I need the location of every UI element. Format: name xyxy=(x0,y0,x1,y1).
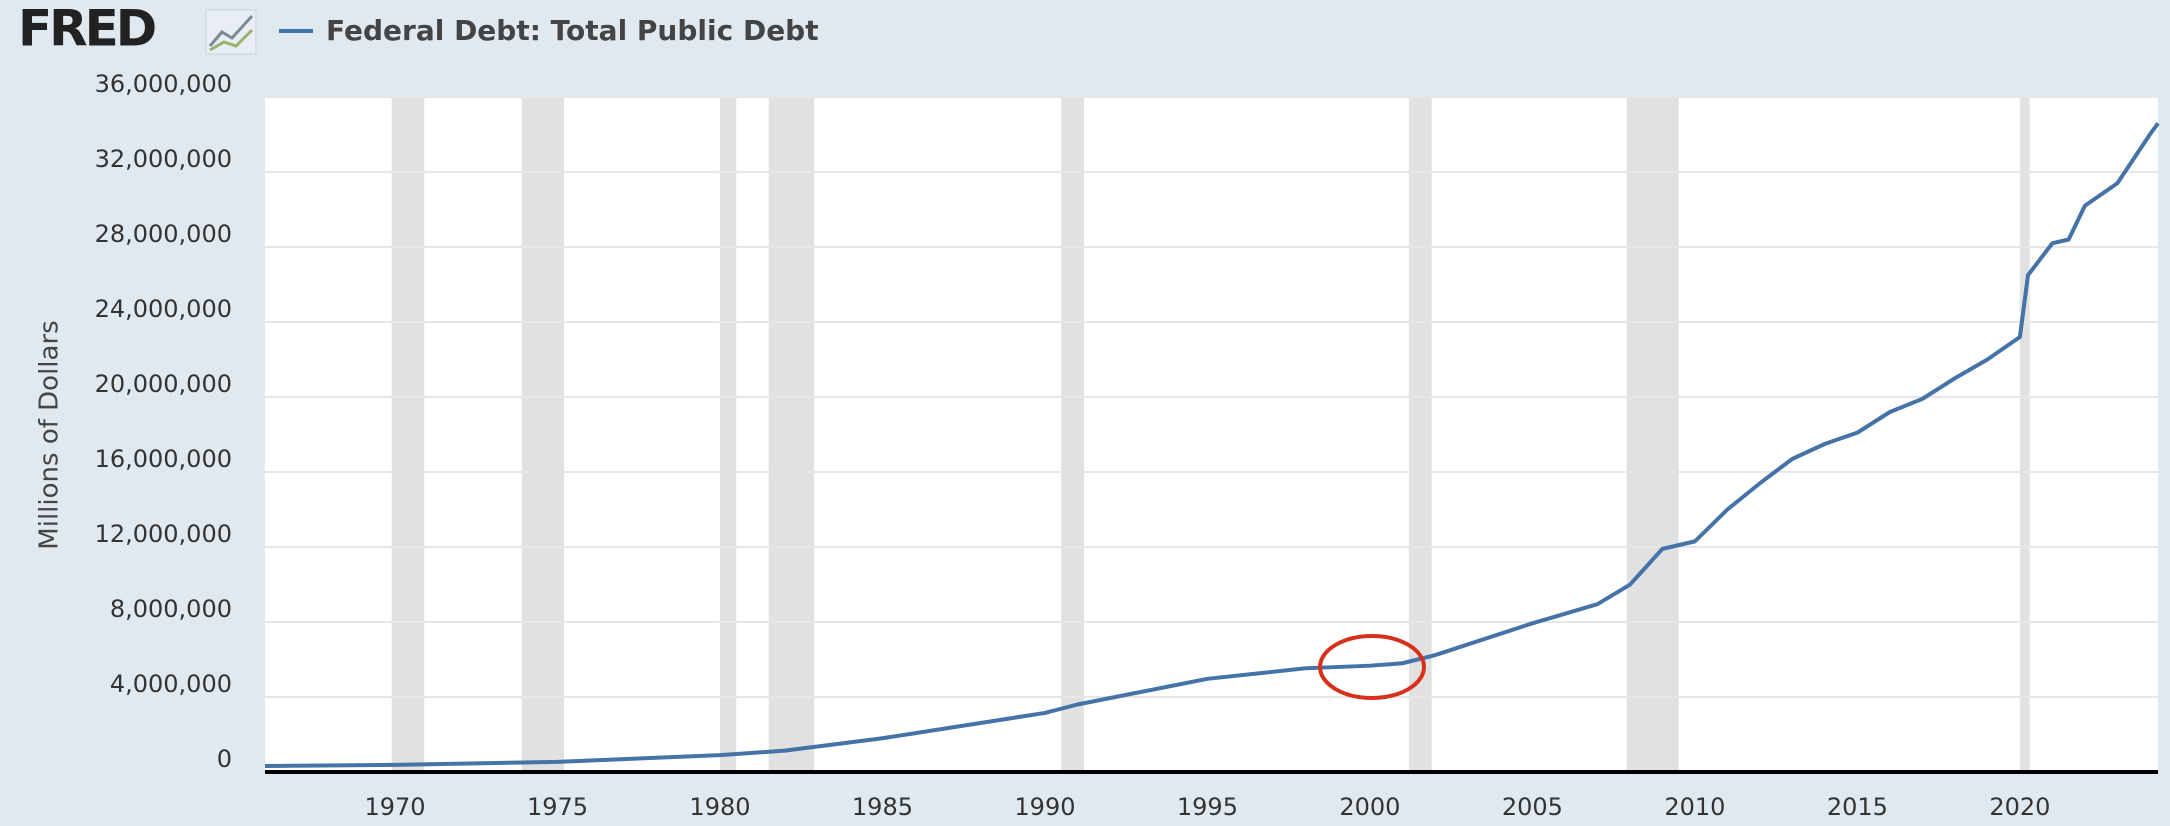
y-tick-label: 4,000,000 xyxy=(110,670,232,698)
recession-band xyxy=(521,97,564,772)
recession-band xyxy=(1626,97,1679,772)
x-tick-label: 1970 xyxy=(364,793,425,821)
x-tick-label: 1985 xyxy=(852,793,913,821)
y-tick-label: 24,000,000 xyxy=(95,295,232,323)
x-tick-label: 2020 xyxy=(1989,793,2050,821)
recession-band xyxy=(391,97,425,772)
recession-band xyxy=(1408,97,1432,772)
x-tick-label: 2015 xyxy=(1827,793,1888,821)
x-tick-label: 1990 xyxy=(1014,793,1075,821)
x-tick-label: 2005 xyxy=(1502,793,1563,821)
recession-band xyxy=(719,97,737,772)
y-tick-label: 16,000,000 xyxy=(95,445,232,473)
series-line xyxy=(264,122,2160,768)
y-tick-label: 36,000,000 xyxy=(95,70,232,98)
y-tick-label: 0 xyxy=(217,745,232,773)
x-tick-label: 2000 xyxy=(1339,793,1400,821)
logo-icon xyxy=(205,9,257,55)
recession-layer xyxy=(391,97,2030,772)
recession-band xyxy=(1061,97,1084,772)
x-tick-label: 2010 xyxy=(1664,793,1725,821)
y-axis-label: Millions of Dollars xyxy=(35,320,65,549)
x-tick-label: 1975 xyxy=(527,793,588,821)
x-tick-label: 1995 xyxy=(1177,793,1238,821)
y-tick-label: 8,000,000 xyxy=(110,595,232,623)
recession-band xyxy=(768,97,815,772)
recession-band xyxy=(2019,97,2030,772)
y-tick-label: 32,000,000 xyxy=(95,145,232,173)
plot-area xyxy=(265,97,2158,772)
highlight-circle xyxy=(1318,634,1426,700)
logo: FRED xyxy=(18,0,155,58)
x-tick-label: 1980 xyxy=(689,793,750,821)
y-tick-label: 28,000,000 xyxy=(95,220,232,248)
line-layer xyxy=(264,122,2160,768)
y-tick-label: 12,000,000 xyxy=(95,520,232,548)
y-tick-label: 20,000,000 xyxy=(95,370,232,398)
grid-layer xyxy=(265,96,2158,773)
legend-label: Federal Debt: Total Public Debt xyxy=(326,14,819,47)
